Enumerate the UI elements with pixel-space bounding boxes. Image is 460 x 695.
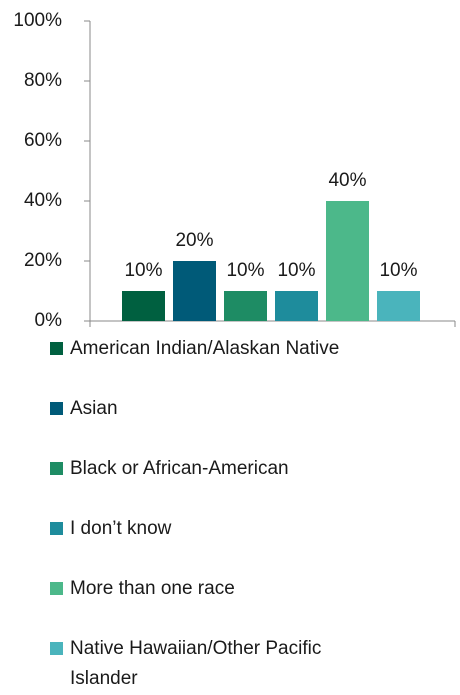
data-label: 10% — [277, 260, 315, 281]
y-tick-label: 80% — [24, 70, 62, 91]
legend-swatch — [50, 522, 63, 535]
data-label: 10% — [379, 260, 417, 281]
legend-label: More than one race — [70, 578, 235, 599]
legend-swatch — [50, 402, 63, 415]
legend-swatch — [50, 462, 63, 475]
legend-swatch — [50, 642, 63, 655]
bar — [377, 291, 420, 321]
data-label: 20% — [175, 230, 213, 251]
legend-label: Black or African-American — [70, 458, 289, 479]
bar — [173, 261, 216, 321]
bar — [275, 291, 318, 321]
data-label: 40% — [328, 170, 366, 191]
y-tick-label: 0% — [35, 310, 63, 331]
legend-item: American Indian/Alaskan Native — [50, 334, 350, 364]
legend: American Indian/Alaskan Native Asian Black… — [50, 334, 350, 695]
legend-item: Black or African-American — [50, 454, 350, 484]
legend-item: I don’t know — [50, 514, 350, 544]
data-label: 10% — [226, 260, 264, 281]
data-label: 10% — [124, 260, 162, 281]
plot: 0% 20% 40% 60% 80% 100% 10% 20% 10% 10% 40% 10% — [13, 10, 456, 331]
legend-item: More than one race — [50, 574, 350, 604]
y-tick-label: 20% — [24, 250, 62, 271]
bar — [224, 291, 267, 321]
y-tick-label: 100% — [13, 10, 62, 31]
y-tick-label: 60% — [24, 130, 62, 151]
legend-item: Native Hawaiian/Other Pacific Islander — [50, 634, 350, 694]
legend-item: Asian — [50, 394, 350, 424]
y-tick-label: 40% — [24, 190, 62, 211]
legend-label: American Indian/Alaskan Native — [70, 338, 340, 359]
legend-swatch — [50, 582, 63, 595]
legend-swatch — [50, 342, 63, 355]
legend-label: I don’t know — [70, 518, 172, 539]
bar — [122, 291, 165, 321]
bar — [326, 201, 369, 321]
legend-label: Native Hawaiian/Other Pacific Islander — [70, 638, 322, 689]
legend-label: Asian — [70, 398, 118, 419]
